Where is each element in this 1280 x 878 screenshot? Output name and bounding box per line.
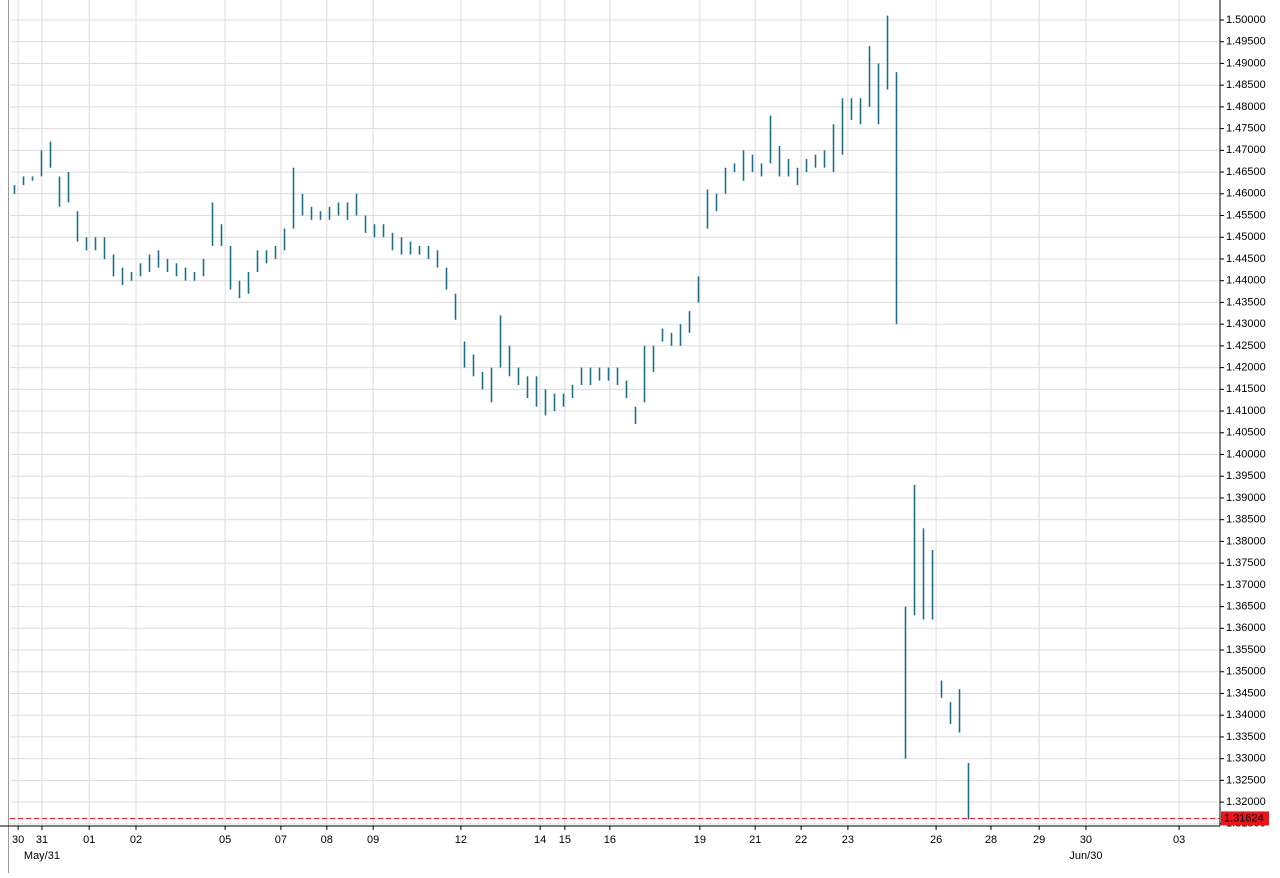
- y-tick-label: 1.45500: [1226, 209, 1266, 221]
- y-tick-label: 1.35500: [1226, 644, 1266, 656]
- y-tick-label: 1.35000: [1226, 666, 1266, 678]
- x-tick-label: 30: [12, 834, 24, 846]
- x-tick-label: 19: [694, 834, 706, 846]
- x-tick-label: 30: [1080, 834, 1092, 846]
- x-tick-label: 29: [1033, 834, 1045, 846]
- x-tick-label: 02: [130, 834, 142, 846]
- x-tick-label: 28: [985, 834, 997, 846]
- x-tick-label: 05: [219, 834, 231, 846]
- y-tick-label: 1.38000: [1226, 535, 1266, 547]
- x-major-label: May/31: [24, 850, 60, 862]
- x-tick-label: 21: [749, 834, 761, 846]
- x-tick-label: 03: [1173, 834, 1185, 846]
- y-tick-label: 1.39000: [1226, 492, 1266, 504]
- y-tick-label: 1.44500: [1226, 253, 1266, 265]
- y-tick-label: 1.49500: [1226, 36, 1266, 48]
- y-tick-label: 1.38500: [1226, 514, 1266, 526]
- y-tick-label: 1.41500: [1226, 383, 1266, 395]
- x-tick-label: 08: [321, 834, 333, 846]
- x-tick-label: 16: [604, 834, 616, 846]
- y-tick-label: 1.48000: [1226, 101, 1266, 113]
- x-tick-label: 15: [559, 834, 571, 846]
- x-tick-label: 26: [930, 834, 942, 846]
- last-price-box: [1221, 811, 1269, 826]
- y-tick-label: 1.43500: [1226, 296, 1266, 308]
- y-tick-label: 1.37000: [1226, 579, 1266, 591]
- x-major-label: Jun/30: [1069, 850, 1102, 862]
- y-tick-label: 1.36000: [1226, 622, 1266, 634]
- y-tick-label: 1.34500: [1226, 687, 1266, 699]
- y-tick-label: 1.47000: [1226, 144, 1266, 156]
- y-tick-label: 1.50000: [1226, 14, 1266, 26]
- y-tick-label: 1.42500: [1226, 340, 1266, 352]
- y-tick-label: 1.32500: [1226, 774, 1266, 786]
- x-tick-label: 22: [795, 834, 807, 846]
- x-tick-label: 09: [367, 834, 379, 846]
- x-tick-label: 07: [275, 834, 287, 846]
- y-tick-label: 1.39500: [1226, 470, 1266, 482]
- y-tick-label: 1.41000: [1226, 405, 1266, 417]
- x-tick-label: 01: [83, 834, 95, 846]
- y-tick-label: 1.33500: [1226, 731, 1266, 743]
- y-tick-label: 1.37500: [1226, 557, 1266, 569]
- y-tick-label: 1.46500: [1226, 166, 1266, 178]
- y-tick-label: 1.40000: [1226, 448, 1266, 460]
- y-tick-label: 1.32000: [1226, 796, 1266, 808]
- x-tick-label: 14: [534, 834, 546, 846]
- x-tick-label: 23: [842, 834, 854, 846]
- y-tick-label: 1.49000: [1226, 57, 1266, 69]
- last-price-label: 1.31624: [1224, 812, 1264, 824]
- y-tick-label: 1.33000: [1226, 753, 1266, 765]
- y-tick-label: 1.36500: [1226, 600, 1266, 612]
- y-tick-label: 1.47500: [1226, 123, 1266, 135]
- y-tick-label: 1.48500: [1226, 79, 1266, 91]
- x-tick-label: 31: [36, 834, 48, 846]
- y-tick-label: 1.40500: [1226, 427, 1266, 439]
- y-tick-label: 1.42000: [1226, 362, 1266, 374]
- y-tick-label: 1.34000: [1226, 709, 1266, 721]
- y-tick-label: 1.44000: [1226, 275, 1266, 287]
- x-tick-label: 12: [455, 834, 467, 846]
- y-tick-label: 1.43000: [1226, 318, 1266, 330]
- y-tick-label: 1.46000: [1226, 188, 1266, 200]
- y-tick-label: 1.45000: [1226, 231, 1266, 243]
